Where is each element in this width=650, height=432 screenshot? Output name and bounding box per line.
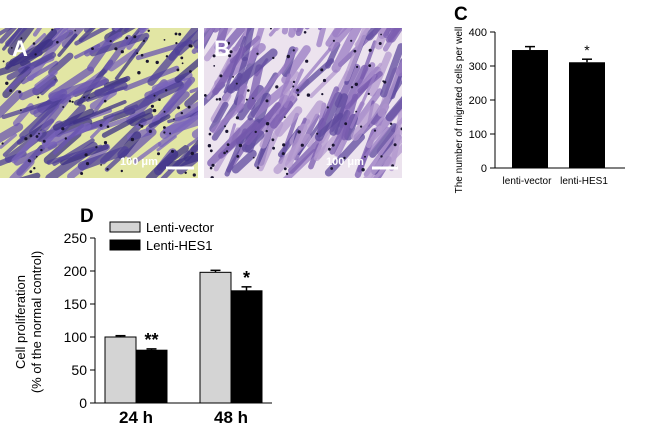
- panel-letter-d: D: [80, 206, 94, 227]
- chart-c-bar-1: [569, 62, 605, 169]
- chart-c: C The number of migrated cells per well …: [454, 4, 625, 193]
- chart-d-y-tick-label: 150: [64, 296, 88, 312]
- panel-letter-b: B: [214, 36, 230, 61]
- legend-label-lenti-vector: Lenti-vector: [146, 220, 215, 235]
- micrograph-b: B 100 μm: [204, 28, 402, 178]
- chart-d-legend: Lenti-vector Lenti-HES1: [109, 220, 215, 253]
- panel-letter-c: C: [454, 4, 468, 25]
- scale-label-b: 100 μm: [326, 156, 364, 168]
- chart-c-y-tick-label: 400: [469, 27, 487, 39]
- chart-c-y-tick-label: 300: [469, 61, 487, 73]
- chart-d-y-tick-label: 100: [64, 329, 88, 345]
- chart-d-y-axis-label-line2: (% of the normal control): [29, 251, 44, 393]
- chart-c-y-tick-label: 200: [469, 95, 487, 107]
- chart-d-bar-1-0: [135, 349, 168, 404]
- chart-d-significance: *: [243, 268, 250, 288]
- chart-c-bar-0: [512, 50, 548, 168]
- micrograph-a: A 100 μm: [0, 28, 198, 178]
- chart-c-category-label: lenti-HES1: [560, 176, 608, 187]
- chart-d: D Cell proliferation (% of the normal co…: [13, 206, 272, 427]
- chart-c-y-tick-label: 100: [469, 129, 487, 141]
- chart-d-bar-0-0: [104, 336, 137, 404]
- chart-c-significance: *: [584, 42, 590, 58]
- chart-c-y-axis-label: The number of migrated cells per well: [454, 27, 465, 194]
- scale-label-a: 100 μm: [120, 156, 158, 168]
- chart-d-category-label: 48 h: [214, 408, 248, 427]
- chart-d-y-tick-label: 250: [64, 230, 88, 246]
- chart-d-category-label: 24 h: [119, 408, 153, 427]
- legend-swatch-lenti-hes1: [109, 239, 141, 251]
- chart-d-significance: **: [144, 330, 158, 350]
- chart-d-y-tick-label: 50: [71, 362, 87, 378]
- chart-d-y-tick-label: 200: [64, 263, 88, 279]
- chart-d-bar-0-1: [199, 271, 232, 404]
- chart-d-y-axis-label-line1: Cell proliferation: [13, 275, 28, 369]
- legend-swatch-lenti-vector: [109, 221, 141, 233]
- legend-label-lenti-hes1: Lenti-HES1: [146, 238, 212, 253]
- chart-c-y-tick-label: 0: [481, 163, 487, 175]
- chart-d-y-tick-label: 0: [79, 395, 87, 411]
- chart-d-bar-1-1: [230, 290, 263, 404]
- panel-letter-a: A: [12, 36, 28, 61]
- chart-c-category-label: lenti-vector: [503, 176, 553, 187]
